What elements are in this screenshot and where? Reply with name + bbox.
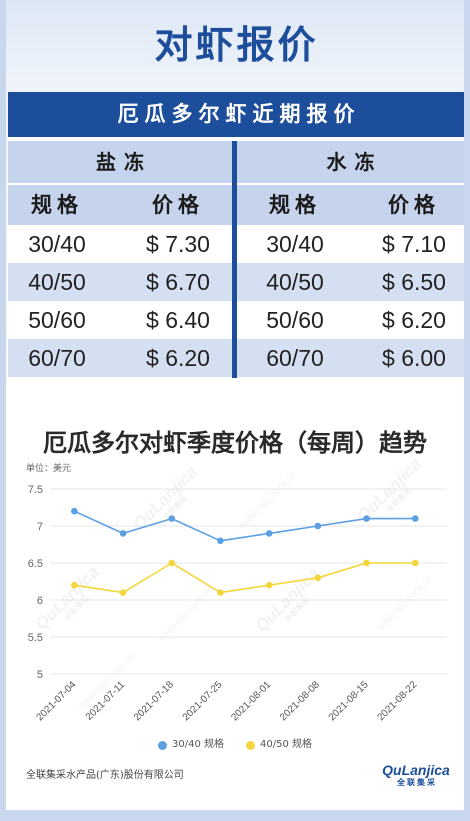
table-cell-spec: 30/40 — [28, 231, 86, 257]
column-header-spec: 规格 — [31, 193, 83, 217]
group-salt-frozen: 盐冻 规格 价格 30/40 $ 7.30 40/50 $ 6.70 50/60… — [8, 141, 232, 378]
series-point — [411, 559, 419, 567]
table-cell-price: $ 7.30 — [146, 231, 210, 257]
series-line — [74, 510, 416, 542]
series-point — [265, 530, 273, 537]
series-point — [217, 537, 224, 545]
group-divider — [232, 141, 237, 378]
x-tick-label: 2021-08-15 — [327, 679, 371, 723]
x-tick-label: 2021-07-11 — [84, 679, 128, 723]
table-cell-spec: 30/40 — [266, 231, 324, 257]
y-tick-label: 6.5 — [28, 558, 43, 570]
table-cell-price: $ 7.10 — [382, 231, 446, 257]
x-tick-label: 2021-08-08 — [278, 679, 322, 723]
legend-dot — [246, 740, 255, 750]
legend-dot — [158, 740, 167, 750]
group-water-frozen: 水冻 规格 价格 30/40 $ 7.10 40/50 $ 6.50 50/60… — [237, 141, 464, 378]
logo-text: QuLanjica — [382, 762, 450, 778]
y-axis: 7.5 7 6.5 6 5.5 5 — [28, 484, 43, 681]
table-cell-spec: 60/70 — [266, 345, 324, 371]
table-cell-spec: 60/70 — [28, 345, 86, 371]
grid-lines — [50, 488, 447, 675]
table-row: 60/70 $ 6.20 — [8, 339, 232, 377]
table-row: 50/60 $ 6.20 — [237, 301, 464, 339]
group-header: 盐冻 — [8, 141, 232, 183]
table-row: 30/40 $ 7.30 — [8, 225, 232, 263]
x-axis: 2021-07-04 2021-07-11 2021-07-18 2021-07-25… — [35, 679, 420, 723]
price-table-title: 厄瓜多尔虾近期报价 — [8, 92, 464, 137]
series-point — [314, 522, 322, 530]
series-point — [119, 589, 127, 596]
table-cell-price: $ 6.20 — [146, 345, 210, 371]
table-row: 50/60 $ 6.40 — [8, 301, 232, 339]
x-tick-label: 2021-07-18 — [132, 679, 176, 723]
table-cell-price: $ 6.40 — [146, 307, 210, 333]
price-table: 厄瓜多尔虾近期报价 盐冻 规格 价格 30/40 $ 7.30 40/50 $ … — [8, 92, 464, 378]
series-2 — [71, 559, 419, 596]
series-point — [119, 530, 127, 537]
y-tick-label: 7.5 — [28, 484, 43, 496]
table-cell-price: $ 6.50 — [382, 269, 446, 295]
legend-item-series-2: 40/50 规格 — [246, 738, 312, 752]
table-cell-spec: 40/50 — [266, 269, 324, 295]
page-title: 对虾报价 — [154, 23, 319, 67]
series-point — [363, 515, 370, 522]
column-header-spec: 规格 — [269, 193, 321, 217]
table-cell-spec: 40/50 — [28, 269, 86, 295]
series-point — [71, 507, 78, 515]
y-tick-label: 6 — [37, 595, 43, 607]
series-line — [74, 562, 416, 594]
x-tick-label: 2021-07-04 — [35, 679, 79, 723]
y-tick-label: 5.5 — [28, 632, 43, 644]
series-point — [314, 574, 322, 582]
chart-title: 厄瓜多尔对虾季度价格（每周）趋势 — [43, 429, 427, 457]
logo-subtext: 全联集采 — [397, 778, 437, 787]
footer-company-name: 全联集采水产品(广东)股份有限公司 — [26, 770, 184, 781]
column-header-row: 规格 价格 — [8, 185, 232, 225]
series-point — [265, 581, 273, 589]
series-1 — [71, 507, 419, 545]
group-header: 水冻 — [237, 141, 464, 183]
chart-legend: 30/40 规格 40/50 规格 — [0, 738, 470, 752]
legend-label: 40/50 规格 — [260, 739, 312, 750]
series-point — [168, 559, 176, 567]
series-point — [363, 559, 370, 567]
table-cell-price: $ 6.70 — [146, 269, 210, 295]
company-logo: QuLanjica 全联集采 — [376, 762, 456, 788]
column-header-price: 价格 — [388, 193, 440, 217]
table-row: 40/50 $ 6.50 — [237, 263, 464, 301]
x-tick-label: 2021-07-25 — [181, 679, 225, 723]
table-cell-price: $ 6.00 — [382, 345, 446, 371]
column-header-price: 价格 — [152, 193, 204, 217]
series-point — [71, 581, 78, 589]
series-point — [168, 515, 176, 522]
series-point — [411, 515, 419, 522]
table-row: 40/50 $ 6.70 — [8, 263, 232, 301]
y-tick-label: 7 — [37, 521, 43, 533]
y-tick-label: 5 — [37, 669, 43, 681]
x-tick-label: 2021-08-01 — [229, 679, 273, 723]
table-cell-spec: 50/60 — [266, 307, 324, 333]
x-tick-label: 2021-08-22 — [375, 679, 419, 723]
table-cell-spec: 50/60 — [28, 307, 86, 333]
legend-item-series-1: 30/40 规格 — [158, 738, 224, 752]
price-table-body: 盐冻 规格 价格 30/40 $ 7.30 40/50 $ 6.70 50/60… — [8, 141, 464, 378]
legend-label: 30/40 规格 — [172, 739, 224, 750]
table-row: 60/70 $ 6.00 — [237, 339, 464, 377]
chart-unit-label: 单位：美元 — [26, 464, 72, 474]
table-row: 30/40 $ 7.10 — [237, 225, 464, 263]
table-cell-price: $ 6.20 — [382, 307, 446, 333]
series-point — [217, 589, 224, 596]
column-header-row: 规格 价格 — [237, 185, 464, 225]
